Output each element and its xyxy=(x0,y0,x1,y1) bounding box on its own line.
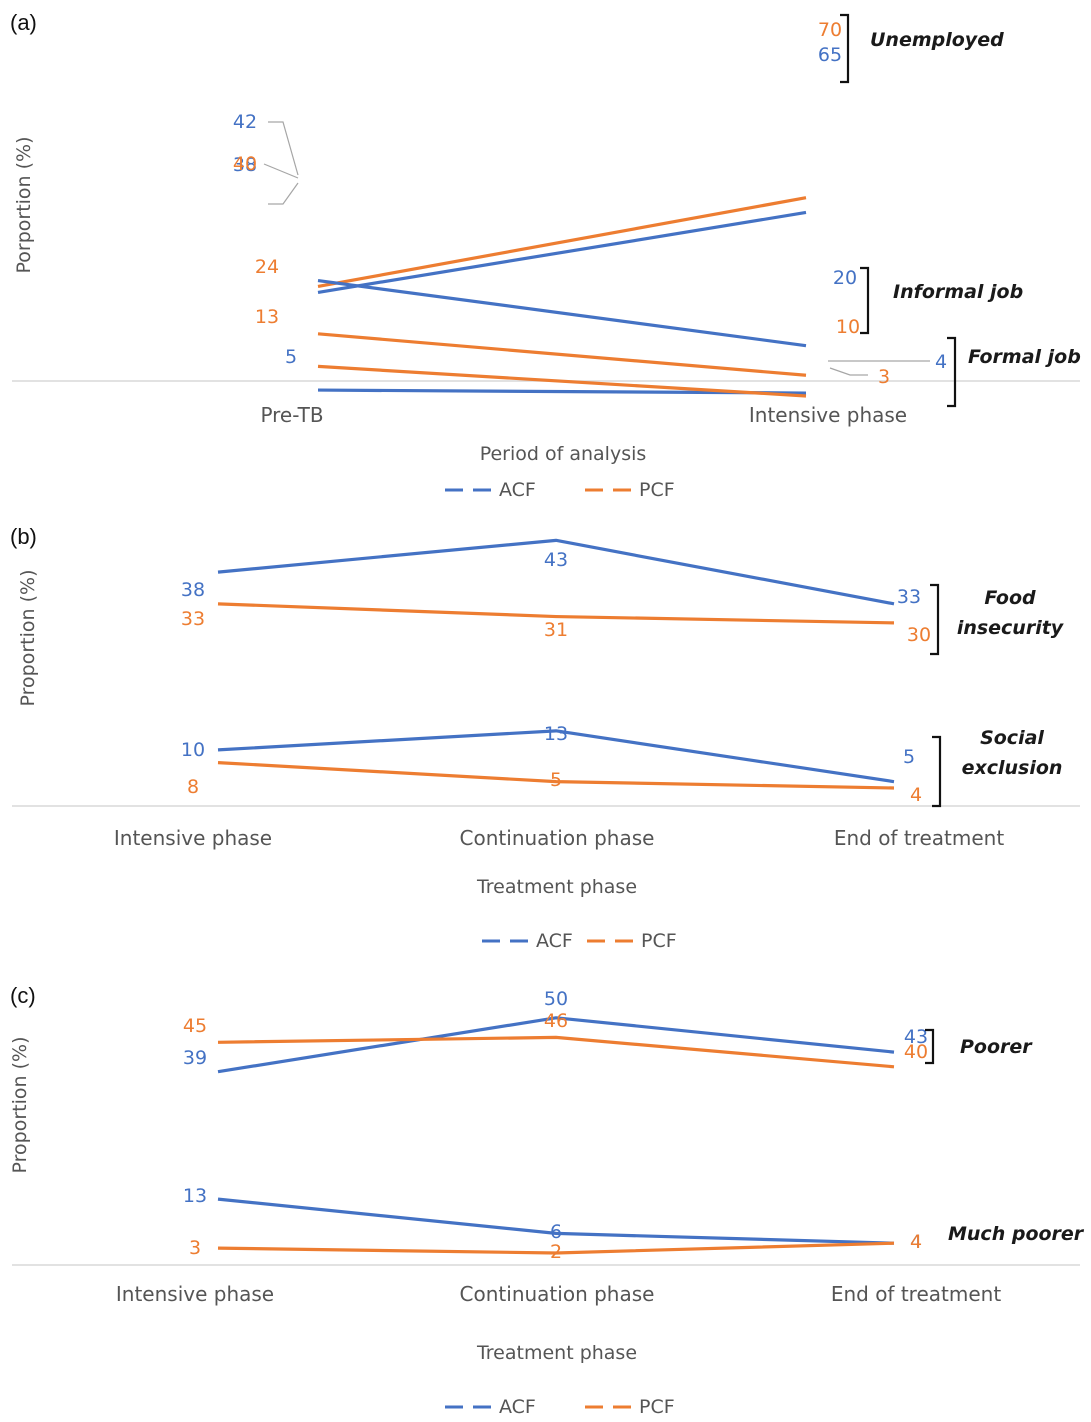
data-label: 33 xyxy=(181,608,205,630)
data-label: 13 xyxy=(544,723,568,745)
data-label: 10 xyxy=(836,316,860,338)
series-line-acf xyxy=(317,278,807,348)
group-bracket xyxy=(947,336,957,408)
panel-0: (a) Porportion (%) 38 65 40 70 42 20 24 10 5 4 13 3 Pr… xyxy=(10,10,1081,501)
leader-line xyxy=(829,367,868,376)
y-axis-title: Porportion (%) xyxy=(13,136,35,273)
series-line-pcf xyxy=(217,1241,895,1255)
data-label: 3 xyxy=(189,1237,201,1259)
panel-1: (b) Proportion (%) 38 43 33 33 31 30 10 13 5 8 5 4 Int… xyxy=(10,524,1080,952)
data-label: 4 xyxy=(935,351,947,373)
data-label: 4 xyxy=(910,784,922,806)
x-tick-label: Intensive phase xyxy=(114,826,272,850)
group-label: Informal job xyxy=(893,281,1023,303)
panel-letter: (a) xyxy=(10,10,37,35)
legend-label: PCF xyxy=(639,1396,675,1418)
group-bracket xyxy=(930,583,940,656)
group-label: Much poorer xyxy=(948,1223,1085,1245)
data-label: 45 xyxy=(183,1015,207,1037)
data-label: 5 xyxy=(550,769,562,791)
group-label-line: insecurity xyxy=(957,617,1065,639)
data-label: 2 xyxy=(550,1241,562,1263)
data-label: 5 xyxy=(285,346,297,368)
data-label: 13 xyxy=(183,1185,207,1207)
group-label-line: exclusion xyxy=(962,757,1063,779)
group-label: Poorer xyxy=(960,1036,1033,1058)
data-label: 46 xyxy=(544,1010,568,1032)
x-tick-label: Pre-TB xyxy=(260,403,323,427)
data-label: 6 xyxy=(550,1221,562,1243)
data-label: 20 xyxy=(833,267,857,289)
legend-label: PCF xyxy=(641,930,677,952)
series-line-pcf xyxy=(317,196,807,289)
series-line-pcf xyxy=(217,761,895,790)
data-label: 65 xyxy=(818,44,842,66)
data-label: 4 xyxy=(910,1231,922,1253)
data-label: 3 xyxy=(878,366,890,388)
data-label: 50 xyxy=(544,988,568,1010)
group-bracket xyxy=(932,735,942,808)
series-line-acf xyxy=(217,729,895,784)
x-tick-label: Continuation phase xyxy=(460,1282,655,1306)
legend-label: PCF xyxy=(639,479,675,501)
data-label: 30 xyxy=(907,624,931,646)
panel-letter: (b) xyxy=(10,524,37,549)
legend-label: ACF xyxy=(536,930,573,952)
data-label: 38 xyxy=(181,579,205,601)
data-label: 10 xyxy=(181,739,205,761)
data-label: 43 xyxy=(544,549,568,571)
data-label: 39 xyxy=(183,1047,207,1069)
series-line-acf xyxy=(317,210,807,294)
data-label: 4 xyxy=(910,1231,922,1253)
y-axis-title: Proportion (%) xyxy=(17,570,39,707)
data-label: 70 xyxy=(818,19,842,41)
data-label: 5 xyxy=(903,746,915,768)
group-bracket xyxy=(925,1028,935,1065)
data-label: 8 xyxy=(187,776,199,798)
data-label: 38 xyxy=(233,154,257,176)
legend-label: ACF xyxy=(499,479,536,501)
panel-letter: (c) xyxy=(10,983,36,1008)
series-line-acf xyxy=(217,1016,895,1074)
x-axis-title: Treatment phase xyxy=(476,876,637,898)
data-label: 31 xyxy=(544,619,568,641)
group-label: Food insecurity xyxy=(957,587,1065,639)
x-tick-label: End of treatment xyxy=(831,1282,1001,1306)
series-line-pcf xyxy=(317,364,807,398)
group-label: Social exclusion xyxy=(962,727,1063,779)
x-tick-label: End of treatment xyxy=(834,826,1004,850)
data-label: 33 xyxy=(897,586,921,608)
legend-label: ACF xyxy=(499,1396,536,1418)
series-line-acf xyxy=(217,538,895,606)
data-label: 40 xyxy=(904,1041,928,1063)
x-tick-label: Intensive phase xyxy=(116,1282,274,1306)
leader-line xyxy=(268,121,299,176)
x-tick-label: Continuation phase xyxy=(460,826,655,850)
group-label: Formal job xyxy=(968,346,1081,368)
x-tick-label: Intensive phase xyxy=(749,403,907,427)
data-label: 40 xyxy=(233,153,257,175)
group-label-line: Social xyxy=(980,727,1044,749)
series-line-pcf xyxy=(317,332,807,377)
data-label: 13 xyxy=(255,306,279,328)
y-axis-title: Proportion (%) xyxy=(9,1037,31,1174)
series-line-pcf xyxy=(217,1035,895,1069)
group-bracket xyxy=(860,266,870,335)
series-line-acf xyxy=(217,1197,895,1245)
data-label: 42 xyxy=(233,111,257,133)
data-label: 24 xyxy=(255,256,279,278)
group-label: Unemployed xyxy=(870,29,1004,51)
leader-line xyxy=(263,163,299,179)
series-line-pcf xyxy=(217,602,895,625)
x-axis-title: Treatment phase xyxy=(476,1342,637,1364)
x-axis-title: Period of analysis xyxy=(480,443,647,465)
group-label-line: Food xyxy=(984,587,1036,609)
leader-line xyxy=(268,182,299,205)
data-label: 43 xyxy=(904,1026,928,1048)
group-bracket xyxy=(840,13,850,84)
